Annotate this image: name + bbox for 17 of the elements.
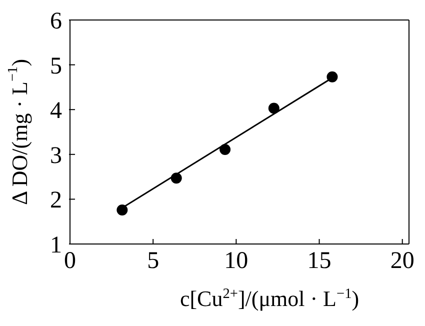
x-tick-label: 20 <box>390 248 414 274</box>
y-tick-label: 6 <box>50 8 62 35</box>
y-tick-label: 5 <box>50 53 62 80</box>
x-tick-label: 10 <box>224 248 248 274</box>
x-axis-title: c[Cu$^{2+}$]/(μmol · L$^{−1}$) <box>180 286 360 311</box>
x-tick-label: 15 <box>307 248 332 274</box>
x-tick-label: 0 <box>64 248 76 274</box>
y-tick-label: 1 <box>50 232 62 259</box>
point <box>220 144 231 155</box>
point <box>116 204 128 216</box>
y-tick-label: 3 <box>50 142 62 169</box>
point <box>326 71 338 82</box>
point <box>268 102 280 114</box>
x-tick-label: 5 <box>147 248 160 274</box>
y-tick-label: 2 <box>50 188 62 214</box>
y-tick-label: 4 <box>50 98 62 124</box>
point <box>170 172 182 184</box>
